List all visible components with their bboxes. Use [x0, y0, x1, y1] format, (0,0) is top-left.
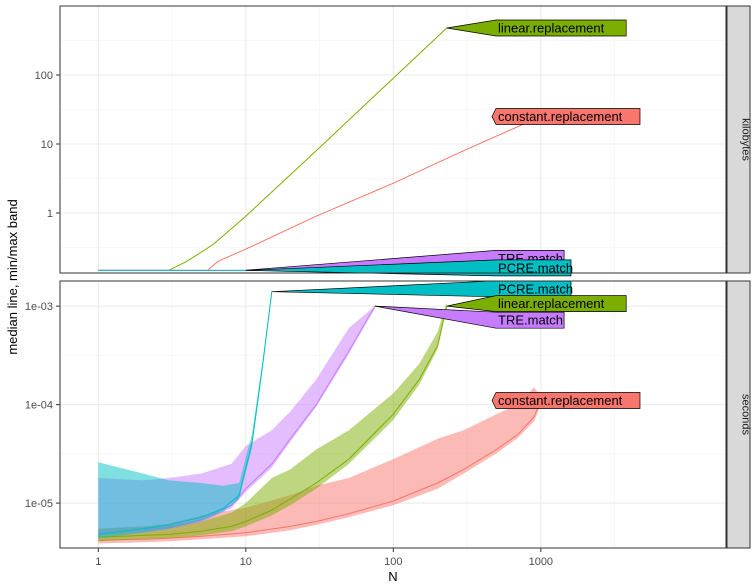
callouts: linear.replacementconstant.replacementTR…: [245, 19, 641, 277]
y-tick-label: 100: [35, 70, 53, 82]
x-tick-label: 10: [240, 556, 252, 568]
callout-constant-replacement: [491, 108, 641, 125]
callout-label-constant-replacement: constant.replacement: [498, 393, 623, 408]
strip-label-kilobytes: kilobytes: [740, 118, 752, 161]
callout-PCRE-match: [245, 259, 572, 277]
median-line-constant-replacement: [98, 400, 542, 541]
strip-seconds: [726, 280, 751, 549]
strip-kilobytes: [726, 5, 751, 274]
callout-PCRE-match: [271, 280, 572, 298]
callout-label-PCRE-match: PCRE.match: [498, 281, 573, 296]
band-PCRE-match: [98, 288, 272, 539]
y-tick-label: 10: [41, 139, 53, 151]
callout-label-linear-replacement: linear.replacement: [498, 296, 605, 311]
y-tick-label: 1e-05: [25, 498, 53, 510]
x-tick-label: 1000: [529, 556, 553, 568]
callout-linear-replacement: [446, 295, 627, 312]
y-axis-title: median line, min/max band: [5, 199, 20, 354]
panel-kilobytes: linear.replacementconstant.replacementTR…: [35, 5, 752, 277]
callout-label-PCRE-match: PCRE.match: [498, 260, 573, 275]
data-layer: [98, 288, 542, 544]
x-tick-label: 100: [384, 556, 402, 568]
y-tick-label: 1e-04: [25, 400, 53, 412]
line-linear-replacement: [98, 27, 448, 271]
y-tick-label: 1e-03: [25, 301, 53, 313]
median-line-PCRE-match: [98, 291, 273, 535]
y-tick-label: 1: [47, 208, 53, 220]
x-tick-label: 1: [95, 556, 101, 568]
x-axis-title: N: [388, 569, 397, 584]
callout-label-constant-replacement: constant.replacement: [498, 109, 623, 124]
median-line-linear-replacement: [98, 305, 448, 538]
panel-border: [59, 5, 727, 274]
callout-TRE-match: [374, 305, 565, 329]
callout-constant-replacement: [491, 392, 641, 409]
band-linear-replacement: [98, 302, 447, 542]
callout-label-linear-replacement: linear.replacement: [498, 20, 605, 35]
callout-linear-replacement: [446, 19, 627, 37]
callout-label-TRE-match: TRE.match: [498, 313, 563, 328]
line-constant-replacement: [98, 116, 542, 271]
strip-label-seconds: seconds: [740, 394, 752, 435]
